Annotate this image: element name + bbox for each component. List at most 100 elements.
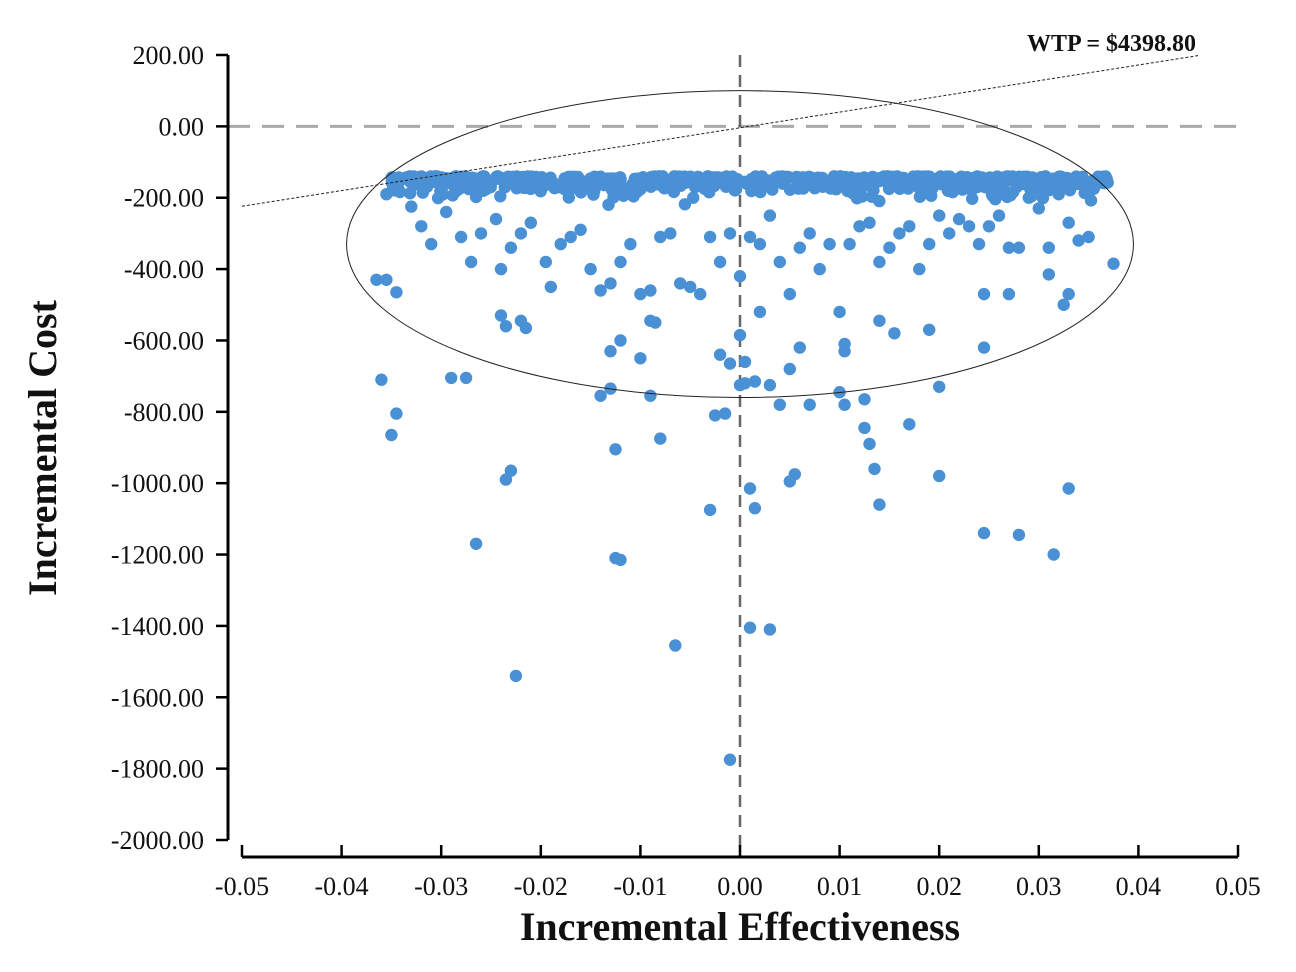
scatter-point	[664, 227, 677, 240]
scatter-point	[805, 172, 819, 186]
scatter-point	[434, 184, 447, 198]
scatter-point	[604, 277, 617, 290]
scatter-point	[721, 172, 734, 186]
scatter-point	[464, 255, 478, 269]
scatter-point	[853, 220, 866, 233]
scatter-point	[936, 177, 949, 191]
scatter-point	[634, 287, 647, 301]
scatter-point	[624, 237, 637, 251]
confidence-ellipse	[346, 90, 1134, 399]
scatter-point	[913, 190, 927, 203]
scatter-point	[763, 209, 777, 222]
scatter-point	[524, 216, 537, 229]
scatter-point	[390, 407, 403, 420]
scatter-point	[1042, 241, 1056, 254]
y-tick-label: 0.00	[159, 112, 205, 141]
scatter-point	[604, 345, 617, 358]
y-tick-label: -400.00	[124, 255, 204, 284]
scatter-point	[561, 176, 574, 190]
scatter-point	[390, 286, 403, 299]
scatter-point	[738, 377, 752, 390]
scatter-point	[687, 191, 700, 204]
scatter-point	[923, 237, 936, 251]
scatter-point	[977, 341, 991, 354]
scatter-point	[1082, 230, 1095, 244]
y-tick-label: -1600.00	[111, 683, 204, 712]
scatter-point	[489, 212, 503, 226]
scatter-point	[743, 482, 757, 495]
scatter-point	[522, 170, 535, 183]
y-tick-label: -2000.00	[111, 826, 204, 855]
scatter-point	[698, 182, 711, 195]
scatter-point	[838, 398, 851, 411]
scatter-point	[803, 398, 816, 411]
scatter-point	[748, 375, 762, 388]
scatter-point	[773, 398, 786, 411]
scatter-point	[868, 462, 881, 476]
scatter-point	[977, 287, 991, 301]
scatter-point	[684, 280, 697, 294]
scatter-point	[983, 179, 996, 192]
scatter-point	[962, 220, 976, 233]
scatter-point	[953, 172, 967, 185]
scatter-point	[440, 205, 453, 219]
scatter-point	[519, 321, 533, 335]
scatter-point	[723, 753, 737, 766]
scatter-point	[654, 230, 667, 244]
scatter-point	[453, 182, 466, 195]
scatter-point	[773, 255, 786, 269]
scatter-point	[913, 262, 926, 276]
scatter-point	[992, 209, 1006, 222]
scatter-point	[617, 189, 630, 202]
scatter-point	[504, 464, 518, 477]
scatter-point	[713, 348, 727, 361]
x-tick-label: 0.01	[817, 872, 863, 901]
scatter-point	[539, 255, 552, 269]
scatter-point	[641, 172, 654, 185]
scatter-point	[467, 176, 480, 189]
scatter-point	[703, 503, 717, 517]
scatter-point	[783, 475, 796, 488]
scatter-point	[483, 175, 497, 188]
scatter-point	[949, 182, 962, 195]
scatter-point	[866, 171, 879, 184]
scatter-point	[733, 328, 747, 342]
scatter-point	[1022, 191, 1035, 204]
scatter-point	[873, 314, 886, 327]
scatter-point	[873, 255, 886, 269]
scatter-point	[514, 227, 528, 240]
scatter-point	[1083, 183, 1096, 197]
scatter-point	[858, 421, 871, 435]
scatter-point	[923, 323, 936, 336]
scatter-point	[628, 172, 641, 185]
scatter-point	[544, 280, 557, 294]
scatter-point	[454, 230, 468, 244]
scatter-point	[893, 227, 906, 240]
scatter-point	[499, 320, 513, 333]
y-tick-label: -600.00	[124, 326, 204, 355]
y-tick-label: -200.00	[124, 184, 204, 213]
scatter-point	[943, 227, 956, 240]
y-tick-label: -1000.00	[111, 469, 204, 498]
scatter-point	[907, 170, 920, 183]
scatter-point	[962, 182, 976, 195]
scatter-point	[783, 287, 796, 301]
scatter-point	[863, 437, 876, 451]
y-tick-label: -1200.00	[111, 541, 204, 570]
scatter-point	[474, 227, 488, 240]
scatter-point	[813, 262, 826, 276]
scatter-point	[1046, 172, 1059, 185]
scatter-point	[425, 237, 438, 251]
scatter-point	[1057, 298, 1070, 311]
scatter-point	[694, 287, 707, 301]
scatter-point	[743, 230, 757, 244]
scatter-point	[1014, 174, 1028, 188]
scatter-point	[678, 198, 692, 211]
scatter-point	[649, 316, 662, 329]
scatter-point	[584, 262, 597, 276]
x-tick-label: -0.02	[514, 872, 568, 901]
scatter-point	[405, 200, 418, 213]
scatter-point	[1002, 241, 1016, 254]
scatter-point	[554, 237, 567, 251]
scatter-point	[375, 373, 388, 386]
